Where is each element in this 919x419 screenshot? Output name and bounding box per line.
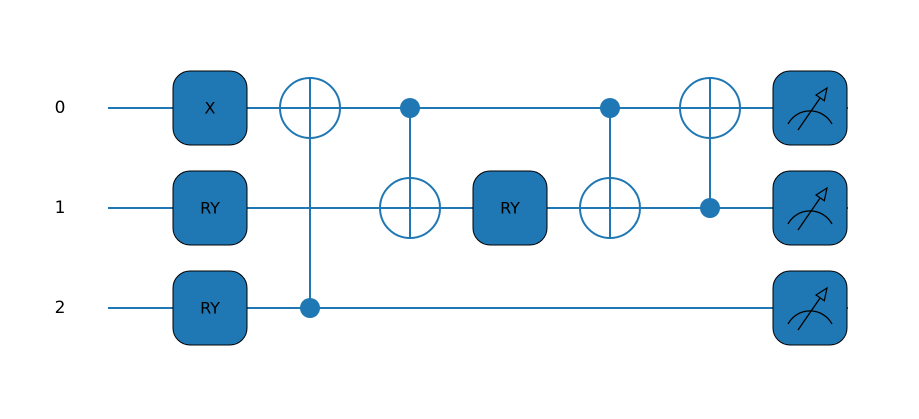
gate-box (172, 270, 248, 346)
control-dot (300, 298, 320, 318)
gate-ry-wire-1: RY (472, 170, 548, 246)
gate-box (172, 70, 248, 146)
gate-ry-wire-2: RY (172, 270, 248, 346)
gate-label: RY (200, 199, 220, 218)
gate-ry-wire-1: RY (172, 170, 248, 246)
measure-wire-2 (772, 270, 848, 346)
operations-layer: X RY RY RY (172, 70, 848, 346)
gate-label: RY (200, 299, 220, 318)
gate-x-wire-0: X (172, 70, 248, 146)
gate-box (172, 170, 248, 246)
gate-label: RY (500, 199, 520, 218)
wire-label-2: 2 (55, 298, 66, 318)
gate-label: X (205, 99, 216, 118)
control-dot (400, 98, 420, 118)
control-dot (600, 98, 620, 118)
cnot-c2-t0 (279, 77, 341, 318)
cnot-c0-t1 (579, 98, 641, 239)
measure-wire-0 (772, 70, 848, 146)
control-dot (700, 198, 720, 218)
measure-box (772, 170, 848, 246)
gate-box (472, 170, 548, 246)
cnot-c1-t0 (679, 77, 741, 218)
meter-icon (787, 86, 833, 131)
wire-label-1: 1 (55, 198, 66, 218)
measure-wire-1 (772, 170, 848, 246)
meter-icon (787, 286, 833, 331)
wire-label-0: 0 (55, 98, 66, 118)
measure-box (772, 70, 848, 146)
meter-icon (787, 186, 833, 231)
measure-box (772, 270, 848, 346)
wire-labels: 0 1 2 (55, 98, 66, 318)
cnot-c0-t1 (379, 98, 441, 239)
